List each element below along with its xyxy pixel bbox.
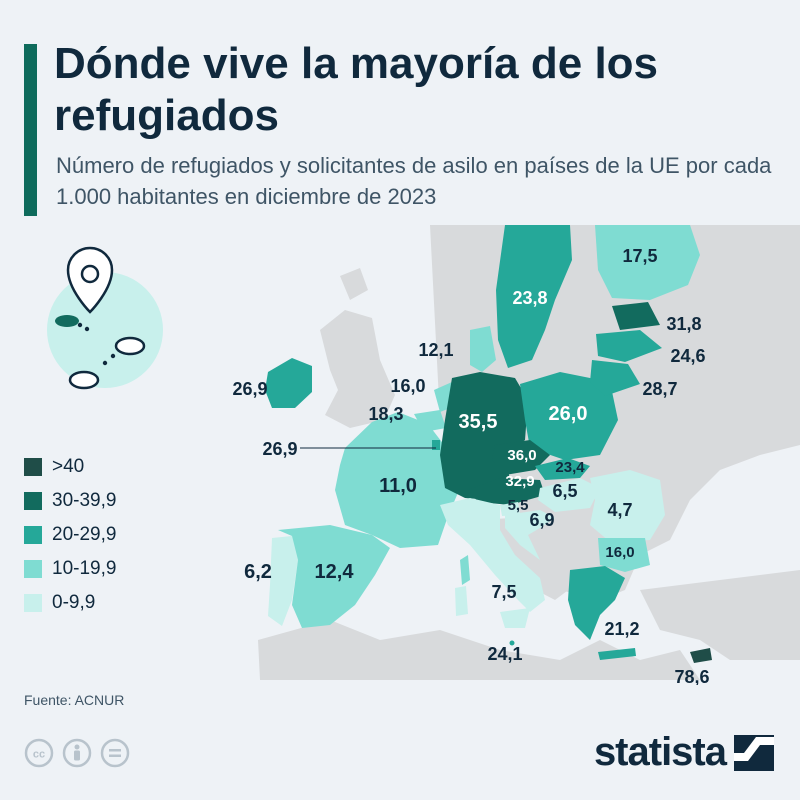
legend-swatch [24,492,42,510]
region-spain [278,525,390,628]
page-subtitle: Número de refugiados y solicitantes de a… [56,153,772,209]
region-finland [595,225,700,300]
label-malta: 24,1 [487,644,522,664]
region-greece [568,566,625,640]
label-belgium: 18,3 [368,404,403,424]
region-italy [440,498,545,612]
label-slovakia: 23,4 [555,459,585,476]
label-austria: 32,9 [505,473,534,490]
region-ireland [265,358,312,408]
europe-map: 17,5 23,8 31,8 24,6 28,7 12,1 16,0 18,3 … [232,225,800,685]
label-hungary: 6,5 [552,481,577,501]
region-austria [468,478,545,505]
legend-label: 0-9,9 [52,592,96,613]
title-accent-bar [24,44,37,216]
label-ireland: 26,9 [232,379,267,399]
label-latvia: 24,6 [670,346,705,366]
region-france [335,412,460,548]
svg-text:cc: cc [33,749,45,761]
label-denmark: 12,1 [418,340,453,360]
source-note: Fuente: ACNUR [24,692,125,708]
legend-item-30: 30-39,9 [24,484,116,518]
region-slovenia [500,502,520,516]
label-spain: 12,4 [315,561,355,583]
label-czechia: 36,0 [507,447,536,464]
attribution-icon[interactable] [62,738,92,768]
brand-wordmark: statista [593,730,727,774]
region-latvia [596,330,662,362]
region-slovakia [535,458,590,480]
page-title: Dónde vive la mayoría de los refugiados [54,39,659,140]
legend-item-0: 0-9,9 [24,586,116,620]
legend: >40 30-39,9 20-29,9 10-19,9 0-9,9 [24,450,116,620]
region-bulgaria [598,538,650,572]
legend-label: 10-19,9 [52,558,117,579]
cc-icon[interactable]: cc [24,738,54,768]
map-pin-icon [47,246,163,390]
statista-mark-icon [734,734,774,771]
license-icons[interactable]: cc [24,738,130,768]
region-cyprus [690,648,712,663]
label-estonia: 31,8 [666,314,701,334]
region-poland [520,372,618,460]
label-germany: 35,5 [459,411,498,433]
label-poland: 26,0 [549,403,588,425]
region-sardinia [455,586,468,616]
label-greece: 21,2 [604,619,639,639]
region-romania [590,470,665,542]
label-portugal: 6,2 [244,561,272,583]
region-estonia [612,302,660,330]
label-sweden: 23,8 [512,288,547,308]
region-denmark [470,326,496,372]
label-croatia: 6,9 [529,510,554,530]
legend-label: 20-29,9 [52,524,117,545]
region-malta [509,640,515,646]
legend-item-10: 10-19,9 [24,552,116,586]
no-derivatives-icon[interactable] [100,738,130,768]
region-lithuania [590,360,640,396]
legend-swatch [24,458,42,476]
region-corsica [460,555,470,585]
label-slovenia: 5,5 [508,497,529,514]
label-bulgaria: 16,0 [605,544,634,561]
region-hungary [538,478,600,512]
region-crete [598,648,636,660]
label-netherlands: 16,0 [390,376,425,396]
label-lithuania: 28,7 [642,379,677,399]
label-luxembourg: 26,9 [262,439,297,459]
legend-item-40-plus: >40 [24,450,116,484]
region-portugal [268,536,298,626]
legend-swatch [24,560,42,578]
region-sweden [496,225,572,368]
legend-label: >40 [52,456,85,477]
label-cyprus: 78,6 [674,667,709,685]
label-romania: 4,7 [607,500,632,520]
label-france: 11,0 [379,475,417,497]
legend-swatch [24,526,42,544]
label-italy: 7,5 [491,582,516,602]
legend-swatch [24,594,42,612]
region-belgium [414,410,446,432]
legend-label: 30-39,9 [52,490,117,511]
legend-item-20: 20-29,9 [24,518,116,552]
label-finland: 17,5 [622,246,657,266]
region-croatia [505,510,555,560]
region-sicily [500,608,530,628]
statista-logo[interactable]: statista [594,730,774,775]
